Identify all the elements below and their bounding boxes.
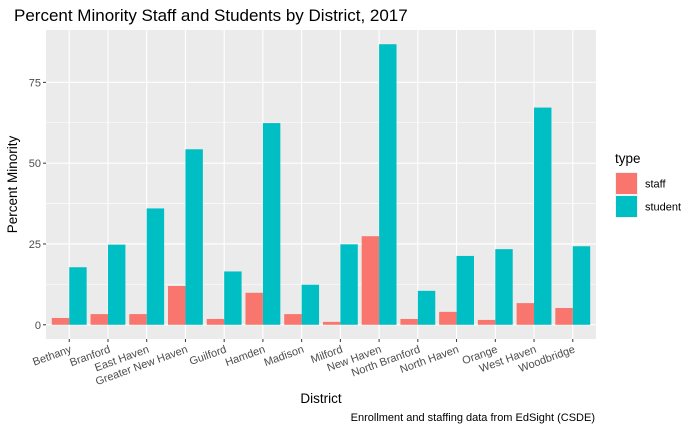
x-tick-label: Guilford [188,344,228,368]
x-tick-label: Madison [262,344,305,369]
bar-student-madison [301,284,320,325]
bar-student-east-haven [146,208,165,325]
x-tick-label: Bethany [31,343,74,368]
bar-staff-orange [477,319,496,325]
y-tick-label: 50 [29,158,41,170]
bar-student-guilford [224,271,242,325]
bar-staff-branford [90,314,108,325]
bar-staff-north-branford [400,318,418,325]
legend-label-staff: staff [645,179,667,191]
legend-swatch-staff [616,173,637,194]
bar-student-greater-new-haven [185,149,203,325]
bar-staff-new-haven [361,236,380,325]
bar-student-new-haven [379,44,397,325]
y-tick-label: 25 [29,239,41,251]
bar-staff-east-haven [129,314,147,325]
bar-student-bethany [69,267,87,325]
y-axis-ticks: 0 25 50 75 [29,77,46,332]
bar-student-branford [107,244,126,325]
bar-student-west-haven [534,107,552,325]
bars [51,44,591,325]
bar-staff-milford [322,321,341,325]
y-tick-label: 0 [35,320,41,332]
legend-label-student: student [645,202,681,214]
plot-panel [46,30,596,339]
bar-staff-west-haven [516,303,535,325]
y-tick-label: 75 [29,77,41,89]
bar-staff-madison [284,314,302,325]
x-tick-label: Hamden [224,344,267,369]
bar-student-milford [340,244,358,325]
bar-student-hamden [262,123,281,325]
y-axis-title: Percent Minority [5,135,20,233]
bar-student-north-haven [456,255,474,325]
bar-staff-greater-new-haven [168,285,186,325]
bar-staff-bethany [51,317,70,325]
legend: staff student [615,172,681,218]
x-axis-title: District [300,391,341,406]
bar-staff-woodbridge [555,307,573,325]
bar-student-north-branford [417,290,436,325]
bar-staff-hamden [245,292,263,325]
chart-caption: Enrollment and staffing data from EdSigh… [351,412,595,424]
legend-swatch-student [616,196,637,217]
chart-title: Percent Minority Staff and Students by D… [14,6,408,25]
bar-student-woodbridge [572,246,591,325]
bar-student-orange [495,249,513,325]
bar-staff-north-haven [439,311,457,325]
bar-staff-guilford [206,318,225,325]
legend-title: type [615,151,641,166]
